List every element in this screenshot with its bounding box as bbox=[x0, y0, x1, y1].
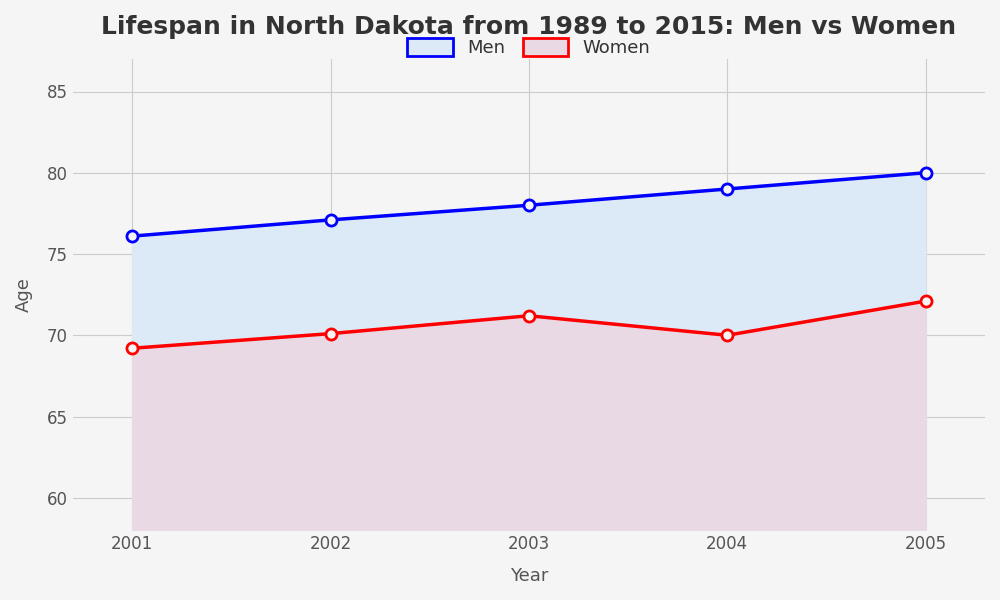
Title: Lifespan in North Dakota from 1989 to 2015: Men vs Women: Lifespan in North Dakota from 1989 to 20… bbox=[101, 15, 956, 39]
Legend: Men, Women: Men, Women bbox=[400, 31, 658, 64]
Y-axis label: Age: Age bbox=[15, 277, 33, 312]
X-axis label: Year: Year bbox=[510, 567, 548, 585]
